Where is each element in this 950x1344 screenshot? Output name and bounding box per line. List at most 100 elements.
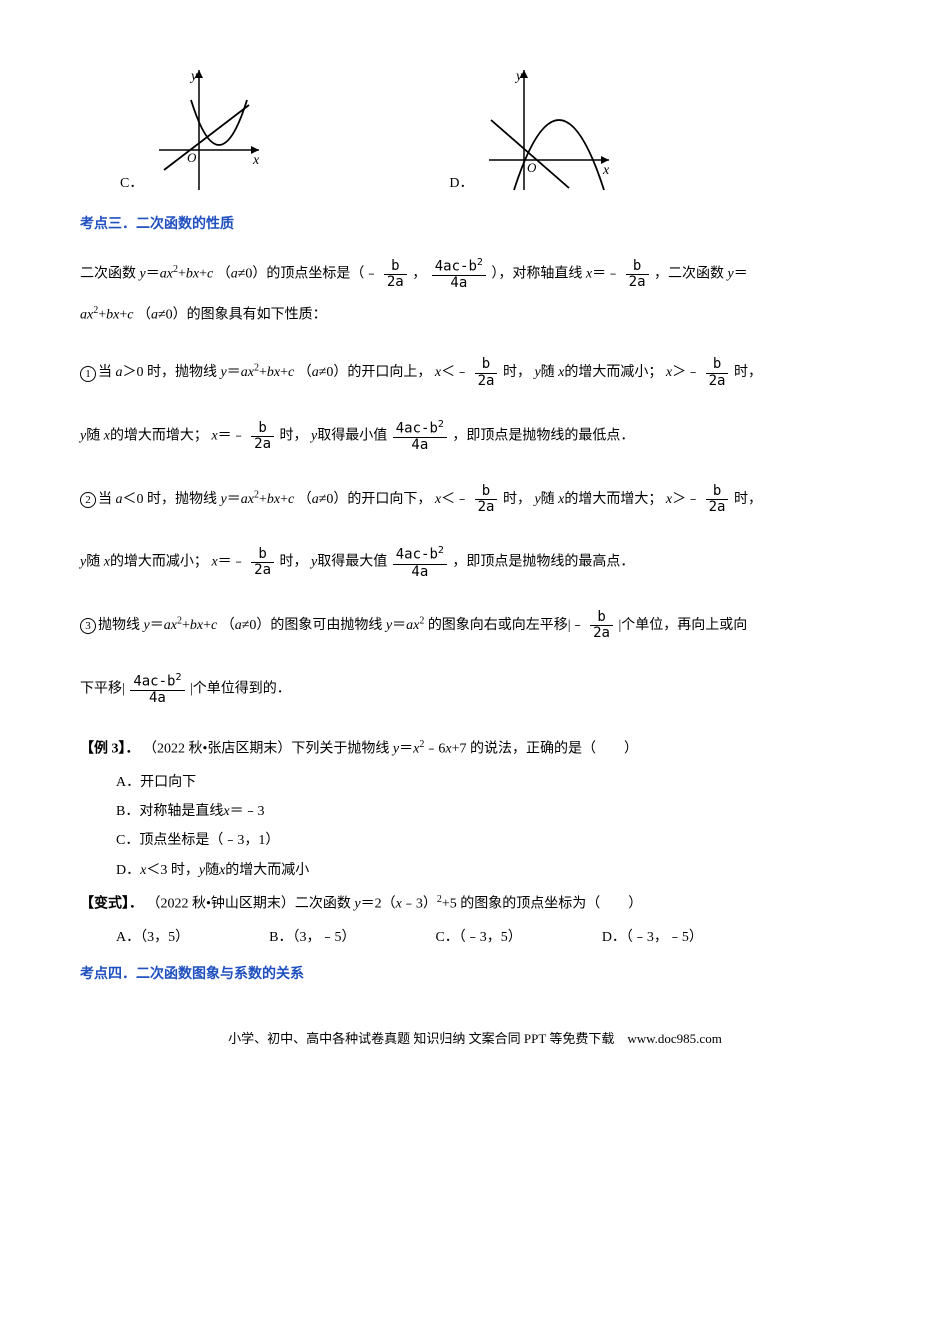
t: ，二次函数 <box>654 267 724 282</box>
t: ≠0）的图象可由抛物线 <box>242 618 383 633</box>
vb: b <box>267 492 274 507</box>
svg-text:O: O <box>527 160 537 175</box>
vb: b <box>190 618 197 633</box>
sq: 2 <box>175 672 181 683</box>
t: ＝2（ <box>361 896 396 911</box>
t: +5 的图象的顶点坐标为（ ） <box>442 896 642 911</box>
vx2: x <box>197 618 203 633</box>
sq: 2 <box>477 257 483 268</box>
t: ＞0 时，抛物线 <box>123 366 218 381</box>
frac-b-2a: b2a <box>384 259 407 291</box>
den: 4a <box>432 276 486 291</box>
num: b <box>384 259 407 275</box>
graph-options-row: C． y x O D． y x O <box>80 60 870 200</box>
va2: a <box>241 492 248 507</box>
t: ），对称轴直线 <box>491 267 582 282</box>
t: 的增大而增大； <box>564 492 662 507</box>
vx2: x <box>274 366 280 381</box>
vc: c <box>288 492 294 507</box>
t: ＝﹣ <box>218 555 246 570</box>
ex3-label: 【例 3】． <box>80 742 140 757</box>
t: ＝﹣ <box>592 267 620 282</box>
ex3-options: A．开口向下 B．对称轴是直线x＝﹣3 C．顶点坐标是（﹣3，1） D．x＜3 … <box>80 770 870 883</box>
frac-disc: 4ac-b24a <box>393 545 447 579</box>
va2: a <box>235 618 242 633</box>
item-1b: y随 x的增大而增大； x＝﹣ b2a 时， y取得最小值 4ac-b24a ，… <box>80 419 870 453</box>
t: ﹣6 <box>424 742 445 757</box>
vc: c <box>211 618 217 633</box>
d: 2a <box>626 275 649 290</box>
d: 2a <box>475 500 498 515</box>
variant: 【变式】． （2022 秋•钟山区期末）二次函数 y＝2（x﹣3）2+5 的图象… <box>80 891 870 917</box>
ex3-opt-d: D．x＜3 时，y随x的增大而减小 <box>116 858 870 883</box>
d: 2a <box>706 374 729 389</box>
frac: b2a <box>251 547 274 579</box>
var-src: （2022 秋•钟山区期末）二次函数 <box>147 896 351 911</box>
t: 随 <box>86 429 100 444</box>
frac: b2a <box>590 610 613 642</box>
sq: 2 <box>438 545 444 556</box>
t: 时， <box>280 555 308 570</box>
item-3: 3抛物线 y＝ax2+bx+c （a≠0）的图象可由抛物线 y＝ax2 的图象向… <box>80 610 870 642</box>
t: 的增大而减小； <box>564 366 662 381</box>
t: 随 <box>541 492 555 507</box>
va: a <box>116 366 123 381</box>
t: （ <box>137 307 151 322</box>
var-a: a <box>160 267 167 282</box>
t: ＝﹣ <box>218 429 246 444</box>
t: 取得最大值 <box>317 555 387 570</box>
d: 4a <box>130 691 184 706</box>
frac: b2a <box>475 357 498 389</box>
n: 4ac-b2 <box>393 545 447 564</box>
t: 取得最小值 <box>317 429 387 444</box>
t: 时， <box>503 492 531 507</box>
dn: 4ac-b <box>133 673 175 689</box>
t: ，即顶点是抛物线的最高点． <box>452 555 634 570</box>
t: 抛物线 <box>98 618 140 633</box>
svg-text:x: x <box>602 163 610 178</box>
t: 时， <box>734 366 762 381</box>
d: 2a <box>251 437 274 452</box>
t: （ <box>298 366 312 381</box>
t: （ <box>217 267 231 282</box>
t: 的增大而增大； <box>110 429 208 444</box>
var-opt-a: A．（3，5） <box>116 925 189 950</box>
va2: a <box>241 366 248 381</box>
ex3-src: （2022 秋•张店区期末）下列关于抛物线 <box>143 742 389 757</box>
t: ， <box>412 267 426 282</box>
item-1: 1当 a＞0 时，抛物线 y＝ax2+bx+c （a≠0）的开口向上， x＜﹣ … <box>80 357 870 389</box>
t: ＝ <box>734 267 748 282</box>
t: ＜0 时，抛物线 <box>123 492 218 507</box>
t: +7 的说法，正确的是（ ） <box>452 742 638 757</box>
vc: c <box>127 307 133 322</box>
n: b <box>706 484 729 500</box>
dn: 4ac-b <box>435 259 477 275</box>
circle-3: 3 <box>80 618 96 634</box>
t: 时， <box>280 429 308 444</box>
variant-options: A．（3，5） B．（3，﹣5） C．（﹣3，5） D．（﹣3，﹣5） <box>80 925 870 950</box>
heading-3: 考点三．二次函数的性质 <box>80 212 870 237</box>
frac-disc: 4ac-b2 4a <box>432 257 486 291</box>
vy: y <box>144 618 150 633</box>
dn: 4ac-b <box>396 421 438 437</box>
sq: 2 <box>438 419 444 430</box>
n: b <box>626 259 649 275</box>
var-b: b <box>186 267 193 282</box>
var-y: y <box>140 267 146 282</box>
d: 2a <box>590 626 613 641</box>
graph-d-svg: y x O <box>479 60 619 200</box>
vy3: y <box>386 618 392 633</box>
t: 当 <box>98 366 112 381</box>
n: b <box>706 357 729 373</box>
svg-text:y: y <box>514 69 523 84</box>
frac-disc: 4ac-b24a <box>393 419 447 453</box>
var-x2: x <box>193 267 199 282</box>
vc: c <box>288 366 294 381</box>
n: b <box>251 421 274 437</box>
frac2: b2a <box>706 357 729 389</box>
ex3-opt-b: B．对称轴是直线x＝﹣3 <box>116 799 870 824</box>
n: 4ac-b2 <box>130 672 184 691</box>
vy: y <box>221 492 227 507</box>
t: 的增大而减小 <box>225 863 309 878</box>
t: 随 <box>541 366 555 381</box>
